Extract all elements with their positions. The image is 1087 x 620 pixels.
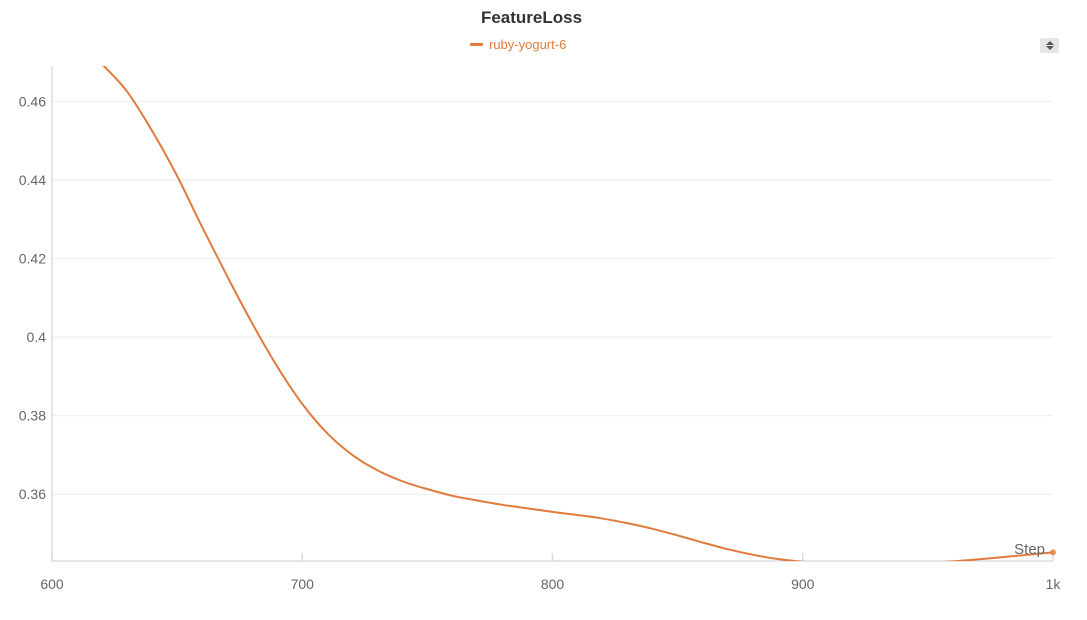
x-tick-label: 800 xyxy=(541,576,565,592)
x-tick-label: 700 xyxy=(291,576,315,592)
grid-lines xyxy=(52,100,1053,495)
legend-label: ruby-yogurt-6 xyxy=(489,37,567,52)
x-tick-label: 600 xyxy=(40,576,64,592)
series-layer[interactable] xyxy=(102,64,1056,565)
chart-title: FeatureLoss xyxy=(480,8,583,27)
legend-swatch xyxy=(470,43,483,46)
x-axis-ticks: 600 700 800 900 1k xyxy=(40,553,1061,592)
series-line-ruby-yogurt-6 xyxy=(102,66,1054,561)
legend[interactable]: ruby-yogurt-6 xyxy=(470,37,566,52)
y-tick-label: 0.36 xyxy=(19,486,46,502)
x-tick-label: 900 xyxy=(791,576,815,592)
x-axis-label: Step xyxy=(1014,541,1045,558)
axes xyxy=(51,66,1053,562)
series-endpoint xyxy=(1050,549,1056,556)
y-tick-label: 0.46 xyxy=(19,93,46,109)
updown-arrows-icon[interactable] xyxy=(1040,38,1059,53)
y-axis-ticks: 0.36 0.38 0.4 0.42 0.44 0.46 xyxy=(19,93,46,502)
x-tick-label: 1k xyxy=(1046,576,1062,592)
arrow-down-icon xyxy=(1045,46,1054,50)
arrow-up-icon xyxy=(1045,41,1054,45)
y-tick-label: 0.42 xyxy=(19,251,46,267)
y-tick-label: 0.4 xyxy=(27,329,47,345)
y-tick-label: 0.38 xyxy=(19,408,46,424)
y-tick-label: 0.44 xyxy=(19,172,46,188)
